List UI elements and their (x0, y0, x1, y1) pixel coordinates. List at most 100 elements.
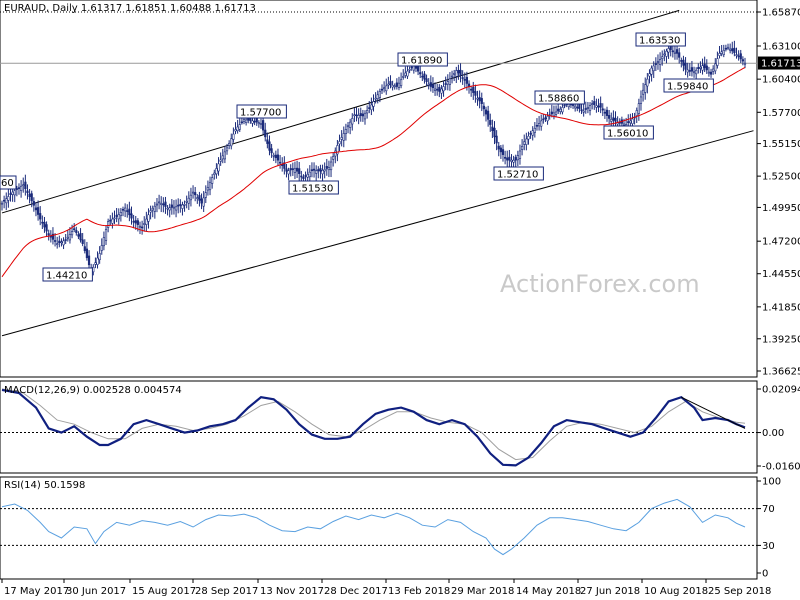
candle-body (531, 130, 534, 136)
swing-label-box (236, 104, 287, 119)
candle-body (75, 230, 78, 233)
candle-body (635, 110, 638, 116)
candle-body (518, 150, 522, 159)
x-tick-label: 27 Jun 2018 (580, 586, 640, 597)
candle-body (380, 88, 384, 91)
candle-body (13, 190, 16, 196)
candle-body (410, 66, 413, 69)
candle-body (557, 108, 560, 112)
candle-body (639, 96, 643, 104)
candle-body (542, 118, 545, 121)
price-chart-title: EURAUD, Daily 1.61317 1.61851 1.60488 1.… (4, 3, 256, 14)
candle-body (164, 201, 167, 207)
x-tick-label: 14 May 2018 (516, 586, 581, 597)
candle-body (107, 221, 110, 228)
candle-body (191, 191, 195, 194)
candle-body (588, 105, 592, 111)
candle-body (64, 239, 67, 241)
candle-body (124, 207, 127, 212)
candle-body (650, 67, 653, 75)
candle-body (162, 203, 165, 206)
candle-body (291, 168, 294, 170)
candle-body (366, 110, 369, 114)
candle-body (304, 175, 307, 177)
swing-label-box (397, 52, 448, 67)
candle-body (43, 221, 46, 228)
candle-body (236, 126, 239, 132)
candle-body (217, 163, 220, 172)
candle-body (480, 98, 483, 104)
candle-body (720, 51, 723, 54)
candle-body (109, 219, 112, 222)
candle-body (289, 168, 292, 171)
candle-body (319, 168, 322, 172)
candle-body (185, 200, 188, 203)
candle-body (157, 201, 161, 204)
candle-body (336, 145, 339, 155)
candle-body (699, 66, 702, 69)
x-tick-label: 17 May 2017 (4, 586, 69, 597)
candle-body (499, 147, 502, 153)
candle-body (200, 198, 203, 204)
candle-body (484, 109, 488, 115)
candle-body (425, 78, 428, 82)
candle-body (276, 154, 280, 161)
candle-body (34, 207, 38, 211)
candle-body (601, 108, 604, 111)
candle-body (421, 75, 424, 78)
candle-body (546, 115, 549, 122)
price-y-tick-label: 1.55150 (762, 139, 800, 150)
x-tick-label: 28 Sep 2017 (195, 586, 258, 597)
candle-body (646, 78, 649, 87)
candle-body (383, 87, 386, 90)
candle-body (172, 206, 176, 209)
candle-body (251, 120, 254, 124)
macd-trendline (681, 396, 746, 429)
price-y-tick-label: 1.41850 (762, 302, 800, 313)
candle-body (552, 112, 556, 117)
swing-label: 1.57700 (240, 108, 281, 119)
candle-body (463, 79, 466, 81)
candle-body (652, 65, 655, 72)
candle-body (329, 161, 333, 171)
candle-body (402, 76, 405, 78)
candle-body (450, 75, 454, 78)
candle-body (68, 234, 72, 241)
candle-body (346, 125, 350, 128)
candle-body (340, 137, 343, 140)
candle-body (414, 65, 418, 69)
candle-body (478, 97, 481, 102)
price-y-tick-label: 1.47200 (762, 237, 800, 248)
candle-body (221, 155, 224, 160)
candle-body (739, 53, 742, 60)
candle-body (149, 210, 152, 213)
candle-body (151, 208, 154, 211)
candle-body (344, 129, 348, 135)
lower-channel-line (1, 130, 754, 337)
candle-body (111, 218, 114, 224)
candle-body (737, 55, 740, 58)
candle-body (145, 218, 148, 225)
candle-body (24, 181, 27, 190)
candle-body (686, 69, 689, 73)
candle-body (512, 159, 515, 163)
candle-body (527, 135, 530, 140)
candle-body (741, 59, 744, 62)
candle-body (716, 58, 719, 66)
candle-body (198, 195, 201, 201)
candle-body (342, 133, 345, 141)
candle-body (690, 67, 694, 72)
candle-body (675, 49, 679, 54)
candle-body (436, 88, 439, 91)
candle-body (317, 169, 320, 172)
candle-body (397, 82, 401, 88)
candle-body (9, 193, 12, 195)
price-y-tick-label: 1.63100 (762, 42, 800, 53)
candle-body (733, 47, 736, 54)
candle-body (357, 115, 360, 119)
candle-body (278, 161, 282, 164)
candle-body (389, 81, 392, 85)
candle-body (47, 233, 50, 236)
candle-body (444, 83, 447, 85)
candle-body (427, 83, 430, 86)
